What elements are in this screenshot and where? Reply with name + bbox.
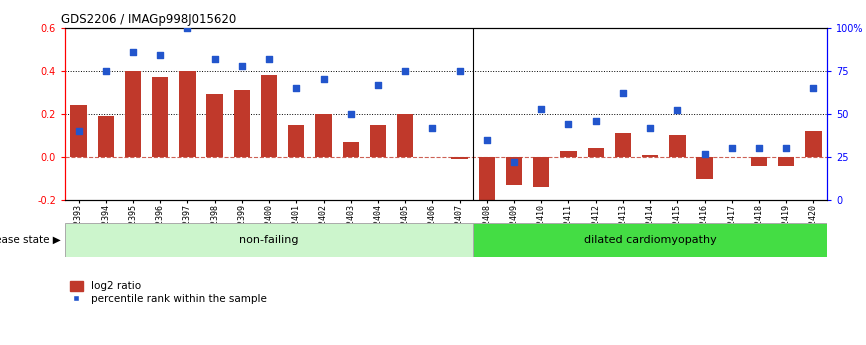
Bar: [778, 157, 794, 166]
Bar: [615, 133, 631, 157]
Point: [180, 25, 194, 30]
Point: [480, 137, 494, 142]
Bar: [261, 75, 277, 157]
Bar: [152, 77, 168, 157]
Point: [806, 85, 820, 91]
Point: [371, 82, 385, 87]
Point: [289, 85, 303, 91]
Point: [425, 125, 439, 130]
Bar: [451, 157, 468, 159]
Text: GDS2206 / IMAGp998J015620: GDS2206 / IMAGp998J015620: [61, 13, 236, 27]
Bar: [125, 71, 141, 157]
Point: [344, 111, 358, 117]
Point: [534, 106, 548, 111]
Point: [507, 159, 521, 165]
Bar: [669, 135, 686, 157]
Bar: [70, 105, 87, 157]
Bar: [473, 223, 827, 257]
Point: [126, 49, 140, 55]
Point: [589, 118, 603, 124]
Legend: log2 ratio, percentile rank within the sample: log2 ratio, percentile rank within the s…: [70, 281, 267, 304]
Point: [561, 121, 575, 127]
Bar: [179, 71, 196, 157]
Bar: [234, 90, 250, 157]
Bar: [506, 157, 522, 185]
Bar: [696, 157, 713, 179]
Bar: [397, 114, 413, 157]
Bar: [642, 155, 658, 157]
Bar: [288, 125, 305, 157]
Point: [72, 128, 86, 134]
Point: [779, 146, 793, 151]
Bar: [751, 157, 767, 166]
Bar: [65, 223, 473, 257]
Bar: [533, 157, 549, 187]
Text: dilated cardiomyopathy: dilated cardiomyopathy: [584, 235, 716, 245]
Point: [208, 56, 222, 61]
Bar: [587, 148, 604, 157]
Point: [670, 108, 684, 113]
Point: [698, 151, 712, 156]
Point: [153, 52, 167, 58]
Point: [453, 68, 467, 73]
Text: non-failing: non-failing: [239, 235, 299, 245]
Text: disease state ▶: disease state ▶: [0, 235, 61, 245]
Bar: [479, 157, 495, 209]
Bar: [805, 131, 822, 157]
Bar: [98, 116, 114, 157]
Point: [725, 146, 739, 151]
Point: [317, 77, 331, 82]
Bar: [206, 95, 223, 157]
Point: [643, 125, 657, 130]
Bar: [315, 114, 332, 157]
Bar: [560, 150, 577, 157]
Point: [616, 90, 630, 96]
Point: [235, 63, 249, 68]
Bar: [370, 125, 386, 157]
Point: [752, 146, 766, 151]
Point: [99, 68, 113, 73]
Point: [262, 56, 276, 61]
Bar: [343, 142, 359, 157]
Point: [398, 68, 412, 73]
